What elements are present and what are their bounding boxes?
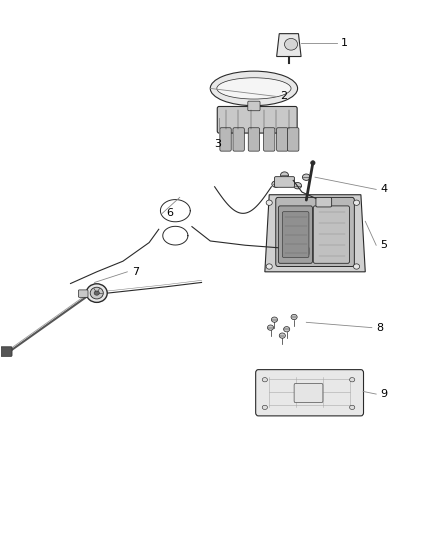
Ellipse shape (268, 325, 274, 330)
Text: 7: 7 (132, 267, 139, 277)
Ellipse shape (262, 377, 268, 382)
Ellipse shape (279, 333, 286, 338)
Text: 4: 4 (381, 184, 388, 195)
Text: 9: 9 (381, 389, 388, 399)
Ellipse shape (350, 405, 355, 409)
Polygon shape (277, 34, 301, 56)
FancyBboxPatch shape (264, 128, 275, 151)
FancyBboxPatch shape (288, 128, 299, 151)
FancyBboxPatch shape (248, 101, 260, 111)
Ellipse shape (272, 181, 280, 187)
FancyBboxPatch shape (276, 197, 354, 266)
Ellipse shape (86, 284, 107, 302)
FancyBboxPatch shape (220, 128, 231, 151)
FancyBboxPatch shape (256, 369, 364, 416)
Polygon shape (265, 195, 365, 272)
FancyBboxPatch shape (313, 206, 350, 263)
FancyBboxPatch shape (283, 212, 309, 257)
FancyBboxPatch shape (316, 197, 332, 207)
FancyBboxPatch shape (295, 247, 309, 255)
Ellipse shape (293, 182, 301, 189)
Ellipse shape (266, 264, 272, 269)
FancyBboxPatch shape (233, 128, 244, 151)
FancyBboxPatch shape (1, 347, 12, 357)
FancyBboxPatch shape (294, 383, 323, 402)
Ellipse shape (285, 38, 297, 50)
Ellipse shape (90, 287, 103, 299)
Text: 8: 8 (376, 322, 383, 333)
Ellipse shape (262, 405, 268, 409)
Text: 5: 5 (381, 240, 388, 250)
Ellipse shape (266, 200, 272, 205)
FancyBboxPatch shape (277, 128, 288, 151)
FancyBboxPatch shape (248, 128, 260, 151)
FancyBboxPatch shape (275, 176, 294, 187)
Text: 2: 2 (280, 91, 287, 101)
FancyBboxPatch shape (78, 290, 88, 297)
Text: 1: 1 (341, 38, 348, 48)
Ellipse shape (291, 314, 297, 320)
Text: 6: 6 (166, 208, 173, 219)
FancyBboxPatch shape (279, 206, 312, 263)
Ellipse shape (217, 78, 291, 99)
Ellipse shape (302, 174, 310, 180)
Ellipse shape (210, 71, 297, 106)
Ellipse shape (284, 327, 290, 332)
Ellipse shape (350, 377, 355, 382)
Text: 3: 3 (215, 139, 222, 149)
Ellipse shape (353, 200, 360, 205)
FancyBboxPatch shape (217, 107, 297, 133)
Ellipse shape (272, 317, 278, 322)
Ellipse shape (353, 264, 360, 269)
Ellipse shape (311, 161, 315, 165)
Ellipse shape (94, 291, 99, 295)
Ellipse shape (281, 172, 288, 178)
